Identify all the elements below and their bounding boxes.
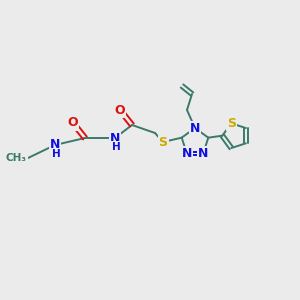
Text: S: S	[227, 117, 236, 130]
Text: S: S	[158, 136, 167, 148]
Text: N: N	[190, 122, 200, 134]
Text: N: N	[50, 139, 60, 152]
Text: H: H	[112, 142, 120, 152]
Text: N: N	[182, 147, 192, 160]
Text: CH₃: CH₃	[6, 153, 27, 163]
Text: O: O	[115, 103, 125, 116]
Text: N: N	[198, 147, 208, 160]
Text: H: H	[52, 149, 60, 159]
Text: N: N	[110, 131, 120, 145]
Text: O: O	[68, 116, 78, 130]
